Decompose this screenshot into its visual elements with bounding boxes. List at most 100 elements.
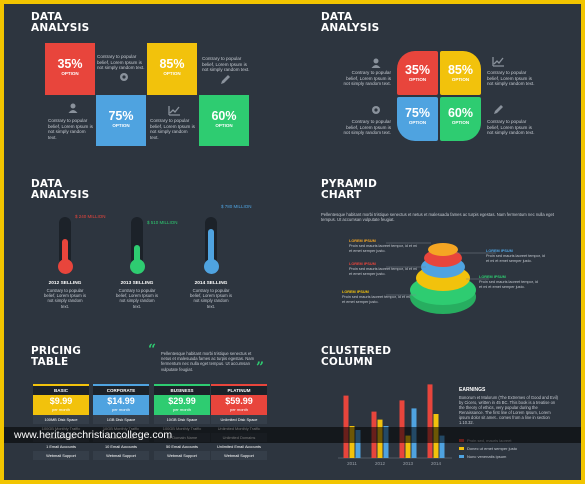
option-tile-60: 60% OPTION	[199, 95, 249, 146]
quadrant-75: 75% OPTION	[397, 97, 438, 141]
pyramid-label-heading: LOREM IPSUM	[479, 275, 506, 279]
plan-price: $29.99 per month	[154, 395, 210, 415]
pyramid-label-text: Proin sed mauris laoreet tempor, id et m…	[349, 267, 418, 276]
plan-feature: 1 Email Accounts	[33, 442, 89, 451]
tile-description: Contrary to popular belief, Lorem Ipsum …	[48, 118, 93, 140]
price-value: $9.99	[49, 396, 73, 406]
plan-feature: 50 Email Accounts	[154, 442, 210, 451]
pencil-icon	[494, 105, 503, 114]
option-tile-85: 85% OPTION	[147, 43, 197, 95]
pyramid-label-heading: LOREM IPSUM	[486, 249, 513, 253]
price-period: per month	[51, 407, 70, 412]
price-period: per month	[111, 407, 130, 412]
pyramid-label-text: Proin sed mauris laoreet tempor, id et m…	[349, 244, 418, 253]
plan-price: $9.99 per month	[33, 395, 89, 415]
panel4-title: PYRAMID CHART	[321, 178, 377, 201]
pencil-icon	[221, 75, 230, 84]
pyramid-intro: Pellentesque habitant morbi tristique se…	[321, 212, 554, 223]
open-quote-icon: “	[148, 342, 157, 358]
gear-icon	[372, 106, 380, 114]
price-value: $29.99	[168, 396, 196, 406]
bar-2011-series1	[343, 395, 349, 458]
person-icon	[68, 103, 78, 113]
thermometer-description: Contrary to popular belief, Lorem Ipsum …	[189, 288, 233, 309]
thermometer-tube	[205, 217, 217, 265]
earnings-title: EARNINGS	[459, 387, 486, 393]
x-tick-label: 2014	[431, 461, 442, 466]
watermark-banner: www.heritagechristiancollege.com	[4, 427, 581, 443]
earnings-text: Bonorum et Malorum (The Extremes of Good…	[459, 395, 558, 425]
quadrant-60: 60% OPTION	[440, 97, 481, 141]
infographic-canvas: DATA ANALYSIS 35% OPTION 75% OPTION 85% OPTI…	[4, 4, 581, 480]
legend-label: Donec ut emet semper justo	[467, 446, 518, 451]
price-period: per month	[229, 407, 248, 412]
close-quote-icon: ”	[256, 360, 265, 376]
price-value: $14.99	[107, 396, 135, 406]
plan-feature: 1GB Disk Space	[93, 415, 149, 424]
quadrant-description: Contrary to popular belief, Lorem Ipsum …	[487, 70, 535, 87]
thermometer-tube	[59, 217, 71, 265]
plan-price: $14.99 per month	[93, 395, 149, 415]
quadrant-description: Contrary to popular belief, Lorem Ipsum …	[343, 70, 392, 87]
thermometer-level	[62, 239, 68, 263]
pyramid-label-text: Proin sed mauris laoreet tempor, id et m…	[342, 295, 411, 304]
quadrant-description: Contrary to popular belief, Lorem Ipsum …	[343, 119, 392, 136]
plan-feature: Webmail Support	[211, 451, 267, 460]
tile-description: Contrary to popular belief, Lorem Ipsum …	[150, 118, 195, 140]
plan-feature: 100MB Disk Space	[33, 415, 89, 424]
tile-description: Contrary to popular belief, Lorem Ipsum …	[97, 54, 145, 71]
plan-feature: Webmail Support	[33, 451, 89, 460]
pricing-plan-corporate: CORPORATE $14.99 per month 1GB Disk Space 10…	[93, 384, 149, 460]
thermometer-value: $ 240 MILLION	[75, 214, 106, 219]
panel3-title: DATA ANALYSIS	[31, 178, 90, 201]
thermometer-tube	[131, 217, 143, 265]
plan-feature: Unlimited Email Accounts	[211, 442, 267, 451]
pyramid-layer	[428, 243, 458, 256]
legend-label: Nunc venenatis ipsum	[467, 454, 507, 459]
plan-feature: Webmail Support	[93, 451, 149, 460]
quadrant-description: Contrary to popular belief, Lorem Ipsum …	[487, 119, 535, 136]
option-tile-35: 35% OPTION	[45, 43, 95, 95]
panel5-title: PRICING TABLE	[31, 345, 82, 368]
bar-2014-series3	[439, 435, 445, 458]
legend-swatch	[459, 455, 464, 458]
plan-feature: Unlimited Disk Space	[211, 415, 267, 424]
plan-price: $59.99 per month	[211, 395, 267, 415]
thermometer-year: 2014 SELLING	[194, 281, 228, 286]
pyramid-label-heading: LOREM IPSUM	[342, 290, 369, 294]
chart-icon	[168, 106, 180, 116]
thermometer-level	[208, 229, 214, 263]
thermometer-value: $ 510 MILLION	[147, 220, 178, 225]
plan-name: BASIC	[33, 384, 89, 395]
quadrant-35: 35% OPTION	[397, 51, 438, 95]
pyramid-label-heading: LOREM IPSUM	[349, 262, 376, 266]
pricing-plan-platinum: PLATINUM $59.99 per month Unlimited Disk Sp…	[211, 384, 267, 460]
price-value: $59.99	[225, 396, 253, 406]
plan-name: CORPORATE	[93, 384, 149, 395]
x-tick-label: 2011	[347, 461, 357, 466]
pricing-quote: Pellentesque habitant morbi tristique se…	[161, 351, 255, 372]
plan-feature: Webmail Support	[154, 451, 210, 460]
thermometer-value: $ 780 MILLION	[221, 204, 252, 209]
quadrant-85: 85% OPTION	[440, 51, 481, 95]
plan-name: PLATINUM	[211, 384, 267, 395]
option-tile-75: 75% OPTION	[96, 95, 146, 146]
plan-name: BUSINESS	[154, 384, 210, 395]
pyramid-label-text: Proin sed mauris laoreet tempor, id et m…	[486, 254, 545, 263]
x-tick-label: 2012	[375, 461, 386, 466]
pyramid-label-text: Proin sed mauris laoreet tempor, id et m…	[479, 280, 538, 289]
tile-description: Contrary to popular belief, Lorem Ipsum …	[202, 56, 250, 73]
chart-icon	[492, 57, 504, 67]
thermometer-description: Contrary to popular belief, Lorem Ipsum …	[43, 288, 87, 309]
thermometer-bulb	[57, 259, 73, 274]
gear-icon	[120, 73, 128, 81]
thermometer-bulb	[203, 259, 219, 274]
panel6-title: CLUSTERED COLUMN	[321, 345, 392, 368]
thermometer-year: 2012 SELLING	[48, 281, 82, 286]
bar-2011-series3	[355, 430, 361, 458]
thermometer-level	[134, 245, 140, 263]
bar-2013-series2	[405, 435, 411, 458]
person-icon	[371, 58, 381, 68]
